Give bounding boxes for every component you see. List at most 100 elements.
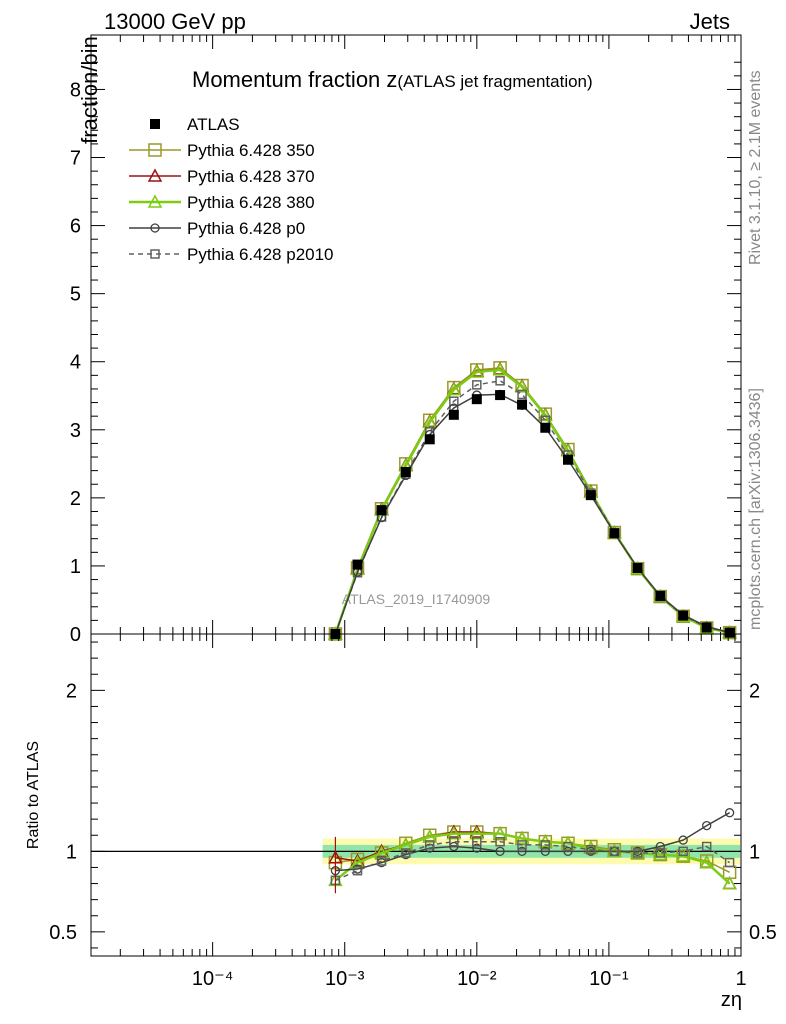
data-point-atlas (376, 505, 387, 516)
data-point (517, 846, 527, 856)
data-point (538, 407, 553, 422)
data-point (449, 841, 459, 852)
data-point-atlas (150, 119, 160, 129)
y-tick-label: 8 (70, 79, 81, 101)
data-point-atlas (517, 399, 528, 410)
x-tick-label: 10⁻⁴ (192, 968, 233, 990)
legend-label: Pythia 6.428 p2010 (187, 245, 334, 264)
ratio-y-tick-label-right: 2 (749, 680, 760, 702)
x-tick-labels: 10⁻⁴ 10⁻³ 10⁻² 10⁻¹ 1 (192, 968, 747, 990)
y-tick-label: 3 (70, 420, 81, 442)
data-point-atlas (400, 466, 411, 477)
data-point (586, 844, 596, 855)
data-point-atlas (678, 610, 689, 621)
ratio-plot-frame (90, 633, 742, 957)
data-point (655, 841, 665, 852)
ratio-y-axis-label: Ratio to ATLAS (25, 741, 42, 849)
legend-label: Pythia 6.428 p0 (187, 219, 305, 238)
data-point (469, 826, 485, 840)
data-point (446, 826, 462, 840)
mcplots-reference-label: mcplots.cern.ch [arXiv:1306.3436] (747, 388, 764, 630)
chart-title-main: Momentum fraction z (192, 67, 397, 92)
ratio-y-tick-label: 0.5 (49, 922, 77, 944)
data-point (449, 836, 459, 847)
data-point (376, 856, 387, 866)
data-point (517, 840, 527, 850)
header-left-label: 13000 GeV pp (104, 9, 246, 34)
x-tick-label: 1 (735, 968, 746, 990)
data-point (352, 865, 363, 876)
legend: ATLAS Pythia 6.428 350 Pythia 6.428 370 Pyt… (129, 115, 334, 264)
ratio-y-tick-label-right: 1 (749, 841, 760, 863)
x-tick-label: 10⁻³ (325, 968, 365, 990)
x-tick-label: 10⁻¹ (589, 968, 629, 990)
data-point (374, 845, 389, 859)
data-point (678, 846, 688, 857)
data-point (722, 875, 737, 890)
ratio-y-tick-label-right: 0.5 (749, 922, 777, 944)
y-tick-label: 6 (70, 216, 81, 238)
data-point (495, 836, 505, 847)
data-point (150, 223, 160, 233)
data-point (401, 848, 411, 858)
legend-label: ATLAS (187, 115, 240, 134)
data-point-atlas (655, 590, 666, 601)
data-point (449, 396, 459, 406)
ratio-plot: 0.5 0.5 1 1 2 2 (49, 633, 777, 957)
data-point (422, 829, 437, 843)
data-point-atlas (609, 528, 620, 539)
data-point-atlas (495, 390, 506, 401)
data-point (678, 835, 688, 845)
data-point (398, 837, 414, 851)
data-point (701, 841, 712, 852)
ratio-y-tick-label: 1 (66, 841, 77, 863)
x-tick-label: 10⁻² (457, 968, 497, 990)
data-point (495, 376, 505, 386)
data-point (350, 855, 365, 869)
data-point (655, 848, 666, 858)
data-point (147, 168, 163, 182)
data-point (492, 362, 508, 376)
chart-title-sub: (ATLAS jet fragmentation) (397, 72, 592, 91)
data-point (148, 143, 162, 157)
data-point (424, 840, 435, 850)
y-tick-label: 1 (70, 556, 81, 578)
y-tick-label: 2 (70, 488, 81, 510)
legend-label: Pythia 6.428 370 (187, 167, 315, 186)
header-right-label: Jets (690, 9, 730, 34)
main-y-axis-label: fraction/bin (77, 36, 102, 144)
data-point-atlas (471, 394, 482, 405)
data-point (540, 840, 551, 850)
data-point (702, 820, 712, 831)
y-tick-label: 7 (70, 148, 81, 170)
data-point (724, 808, 735, 818)
data-point (495, 846, 505, 856)
main-plot: 0 1 2 3 4 5 6 7 8 (70, 34, 742, 646)
data-point (472, 836, 482, 847)
chart-title: Momentum fraction z(ATLAS jet fragmentat… (192, 67, 593, 92)
data-point (517, 389, 527, 400)
data-point-atlas (448, 409, 459, 420)
data-point (150, 249, 160, 259)
data-point (147, 194, 163, 208)
data-point-atlas (562, 454, 573, 465)
data-point (563, 841, 573, 852)
data-point (699, 855, 714, 869)
data-point (609, 846, 620, 857)
ratio-y-tick-label: 2 (66, 680, 77, 702)
data-point (472, 380, 482, 390)
data-point-atlas (724, 627, 735, 638)
x-axis-label: zη (721, 989, 742, 1011)
data-point (469, 364, 485, 378)
legend-label: Pythia 6.428 350 (187, 141, 315, 160)
data-point (514, 830, 530, 845)
data-point (653, 847, 668, 861)
data-point-atlas (540, 422, 551, 433)
data-point (632, 848, 643, 858)
data-point (724, 857, 735, 868)
data-point (540, 846, 550, 856)
data-point (446, 382, 462, 396)
rivet-version-label: Rivet 3.1.10, ≥ 2.1M events (747, 70, 764, 265)
data-point-atlas (585, 490, 596, 501)
